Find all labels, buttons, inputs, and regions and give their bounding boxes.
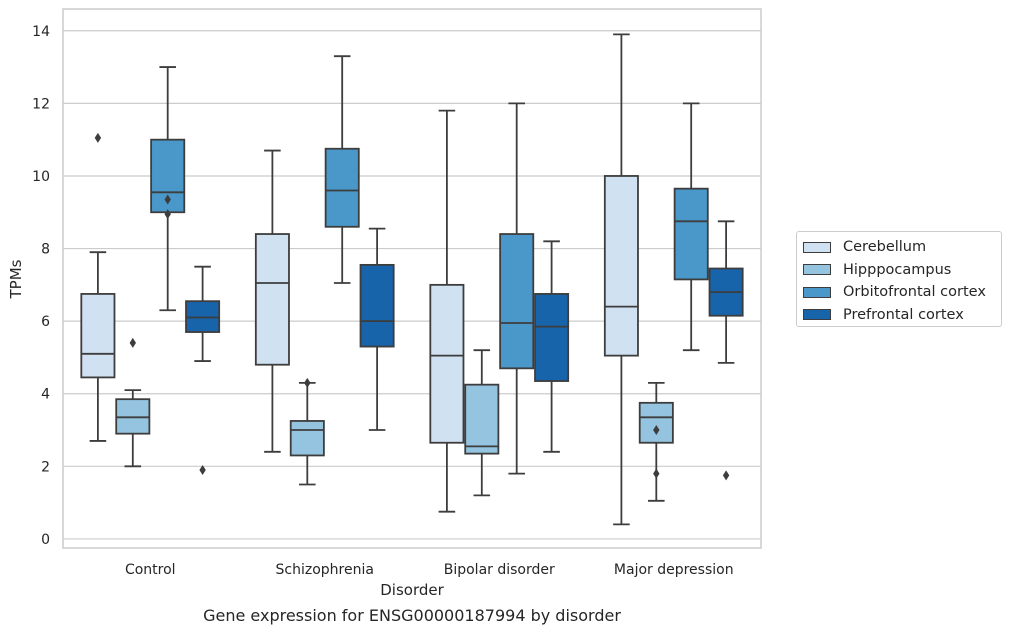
outlier-point: [199, 464, 206, 475]
legend-swatch: [803, 241, 831, 253]
y-tick-label: 6: [41, 314, 50, 330]
legend-swatch: [803, 286, 831, 298]
legend-item: Hipppocampus: [803, 259, 1001, 282]
box-group: [603, 33, 639, 526]
outlier-point: [129, 337, 136, 348]
outlier-point: [722, 470, 730, 481]
box: [80, 293, 116, 379]
legend-swatch: [803, 264, 831, 276]
box-group: [708, 220, 744, 481]
box-group: [429, 109, 465, 513]
plot-frame: [62, 8, 762, 549]
box: [254, 233, 290, 366]
box: [324, 147, 360, 228]
box: [638, 401, 674, 444]
box: [673, 187, 709, 281]
y-axis-label: TPMs: [7, 259, 25, 299]
y-tick-label: 12: [32, 96, 50, 112]
legend-item: Prefrontal cortex: [803, 304, 1001, 327]
y-tick-label: 14: [32, 24, 50, 40]
legend-swatch: [803, 309, 831, 321]
y-tick-label: 10: [32, 169, 50, 185]
legend-label: Cerebellum: [843, 239, 927, 256]
outlier-point: [304, 377, 311, 388]
outlier-point: [164, 209, 171, 220]
box-group: [254, 149, 290, 453]
box: [534, 293, 570, 382]
box: [289, 420, 325, 457]
y-tick-label: 0: [41, 532, 50, 548]
box: [115, 398, 151, 435]
chart-title: Gene expression for ENSG00000187994 by d…: [203, 606, 621, 625]
x-tick-label: Major depression: [614, 562, 734, 578]
y-tick-label: 2: [41, 459, 50, 475]
box: [499, 233, 535, 370]
box: [359, 263, 395, 348]
legend-label: Orbitofrontal cortex: [843, 284, 986, 301]
box: [185, 300, 221, 333]
box-group: [185, 265, 221, 475]
tick-labels: 0 2 4 6 8 10 12 14 Control Schizophrenia Bipolar d…: [32, 24, 733, 578]
box-group: [534, 240, 570, 453]
box: [464, 383, 500, 455]
y-tick-label: 8: [41, 242, 50, 258]
outlier-point: [653, 468, 660, 479]
boxes: [80, 33, 744, 526]
box-group: [324, 55, 360, 284]
outlier-point: [164, 194, 171, 205]
y-tick-label: 4: [41, 387, 50, 403]
box: [429, 283, 465, 444]
x-axis-label: Disorder: [380, 581, 444, 599]
legend-label: Prefrontal cortex: [843, 306, 964, 323]
box: [603, 175, 639, 357]
legend-item: Orbitofrontal cortex: [803, 281, 1001, 304]
box-group: [464, 349, 500, 497]
box-group: [499, 102, 535, 475]
box-group: [289, 377, 325, 486]
box-group: [359, 227, 395, 431]
legend-item: Cerebellum: [803, 236, 1001, 259]
box-group: [150, 66, 186, 312]
legend-label: Hipppocampus: [843, 261, 952, 278]
legend: Cerebellum Hipppocampus Orbitofrontal co…: [796, 231, 1002, 327]
box-group: [80, 132, 116, 442]
box-group: [638, 381, 674, 502]
outlier-point: [653, 425, 660, 436]
x-tick-label: Control: [125, 562, 176, 578]
box-group: [115, 337, 151, 468]
outlier-point: [94, 132, 102, 143]
x-tick-label: Schizophrenia: [276, 562, 374, 578]
x-tick-label: Bipolar disorder: [444, 562, 555, 578]
box-group: [673, 102, 709, 352]
